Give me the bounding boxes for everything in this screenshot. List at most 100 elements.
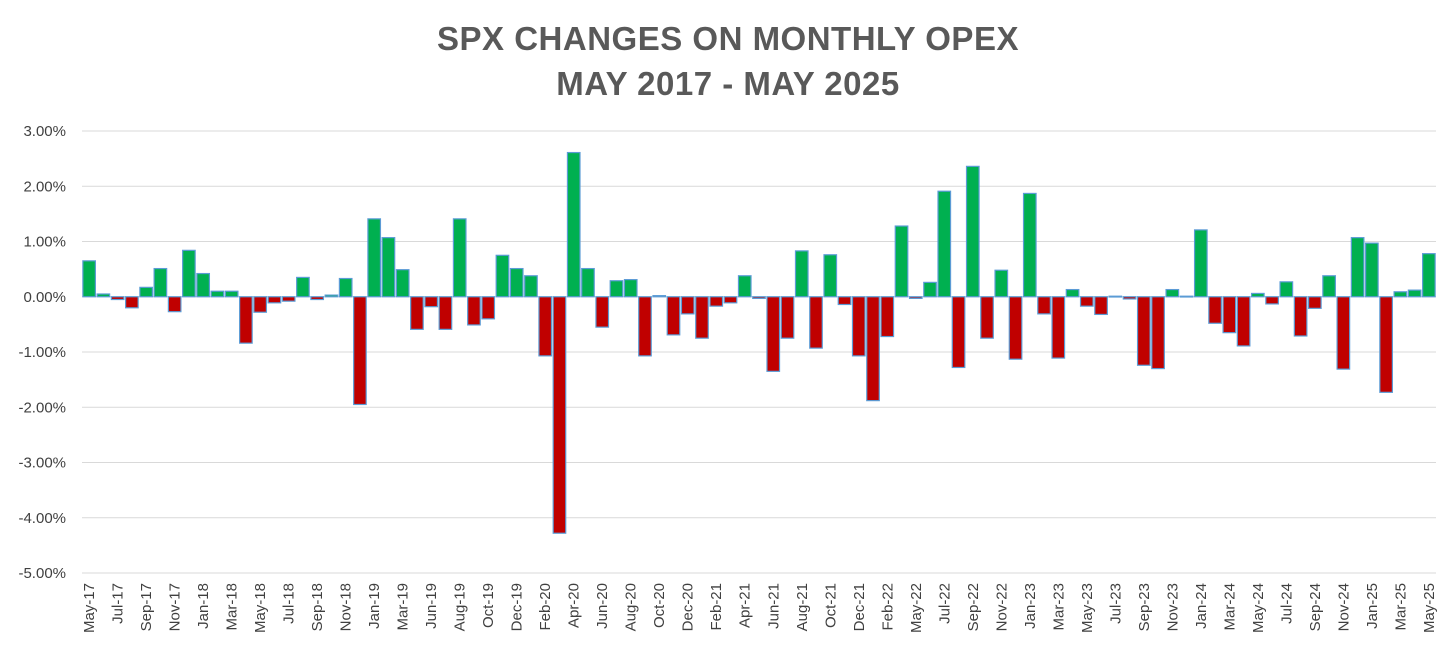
bar-Jun-18 <box>267 296 282 304</box>
bar-Sep-19 <box>467 296 481 326</box>
x-tick-label: Dec-19 <box>509 583 526 631</box>
bar-May-22 <box>908 296 923 300</box>
bar-Dec-19 <box>509 267 524 298</box>
x-tick-label: Aug-21 <box>794 583 811 631</box>
x-tick-label: Jun-19 <box>423 583 440 629</box>
bar-Apr-20 <box>566 151 581 298</box>
bar-Nov-21 <box>837 296 852 306</box>
bar-Feb-24 <box>1208 296 1222 324</box>
x-axis-ticks: May-17 Jul-17 Sep-17 Nov-17 Jan-18 Mar-18 May-… <box>81 583 1438 633</box>
bar-Mar-25 <box>1393 291 1408 298</box>
bar-Jun-20 <box>595 296 610 328</box>
x-tick-label: Mar-23 <box>1050 583 1067 631</box>
bar-Oct-18 <box>324 294 339 298</box>
x-tick-label: Jul-24 <box>1278 583 1295 624</box>
bar-Nov-23 <box>1165 288 1180 298</box>
bar-Nov-18 <box>338 277 353 298</box>
x-tick-label: Mar-24 <box>1221 583 1238 631</box>
x-tick-label: Jan-23 <box>1022 583 1039 629</box>
x-tick-label: Sep-24 <box>1307 583 1324 631</box>
bar-Dec-17 <box>182 249 196 298</box>
bar-Aug-17 <box>125 296 139 309</box>
y-tick-label: -1.00% <box>18 344 66 361</box>
bar-Jun-19 <box>424 296 439 308</box>
bar-Oct-20 <box>652 295 667 298</box>
bar-Aug-18 <box>296 276 310 298</box>
x-tick-label: Sep-23 <box>1136 583 1153 631</box>
y-tick-label: 2.00% <box>23 178 66 195</box>
bar-Oct-17 <box>153 267 168 298</box>
bar-May-24 <box>1250 292 1265 298</box>
bar-Aug-23 <box>1122 296 1137 300</box>
x-tick-label: Mar-19 <box>395 583 412 631</box>
gridlines <box>82 130 1436 574</box>
bar-Feb-21 <box>709 296 724 307</box>
x-tick-label: Sep-22 <box>965 583 982 631</box>
x-tick-label: Apr-21 <box>737 583 754 628</box>
bar-Jun-22 <box>923 281 937 298</box>
x-tick-label: Feb-22 <box>879 583 896 631</box>
bar-Dec-23 <box>1179 295 1194 298</box>
bar-Feb-22 <box>880 296 895 338</box>
chart-subtitle: MAY 2017 - MAY 2025 <box>556 65 900 102</box>
x-tick-label: May-24 <box>1250 583 1267 633</box>
x-tick-label: Dec-21 <box>851 583 868 631</box>
bar-Aug-20 <box>623 279 638 298</box>
x-tick-label: Jul-23 <box>1107 583 1124 624</box>
bar-Dec-24 <box>1350 237 1365 298</box>
x-tick-label: Aug-20 <box>623 583 640 631</box>
bar-Aug-19 <box>452 218 467 298</box>
bar-Sep-17 <box>139 286 154 298</box>
bar-May-18 <box>253 296 268 313</box>
bar-Aug-21 <box>794 250 809 298</box>
x-tick-label: Sep-18 <box>309 583 326 631</box>
bar-Oct-19 <box>481 296 496 320</box>
bar-Jan-18 <box>196 272 211 298</box>
bar-Nov-22 <box>994 269 1009 298</box>
bar-Sep-21 <box>809 296 823 349</box>
x-tick-label: Jun-20 <box>594 583 611 629</box>
bar-Jun-21 <box>766 296 781 372</box>
bar-Dec-20 <box>680 296 695 315</box>
x-tick-label: Nov-18 <box>338 583 355 631</box>
bar-Jan-19 <box>367 218 382 298</box>
bar-May-23 <box>1079 296 1094 307</box>
bar-Mar-18 <box>224 290 239 298</box>
bar-May-21 <box>752 296 766 300</box>
y-tick-label: 0.00% <box>23 289 66 306</box>
bar-Sep-20 <box>638 296 652 357</box>
bar-Jun-24 <box>1265 296 1279 305</box>
x-tick-label: Sep-17 <box>138 583 155 631</box>
y-tick-label: -3.00% <box>18 455 66 472</box>
x-tick-label: Oct-19 <box>480 583 497 628</box>
bar-Jul-21 <box>780 296 795 339</box>
bar-Nov-17 <box>167 296 182 313</box>
bar-Jul-20 <box>609 280 624 298</box>
y-tick-label: -5.00% <box>18 565 66 582</box>
x-tick-label: Jan-24 <box>1193 583 1210 629</box>
bar-Jul-17 <box>110 296 125 301</box>
x-tick-label: Feb-20 <box>537 583 554 631</box>
x-tick-label: May-23 <box>1079 583 1096 633</box>
bar-Apr-23 <box>1065 288 1080 298</box>
bar-Jul-24 <box>1279 281 1294 298</box>
x-tick-label: Jan-19 <box>366 583 383 629</box>
bar-Apr-19 <box>410 296 424 330</box>
bar-Jan-22 <box>866 296 880 402</box>
bar-Jan-21 <box>695 296 709 339</box>
bar-Feb-18 <box>210 290 225 298</box>
bar-Oct-22 <box>980 296 994 339</box>
x-tick-label: May-25 <box>1421 583 1438 633</box>
bar-Jan-23 <box>1022 192 1037 298</box>
bar-Jul-23 <box>1108 295 1123 298</box>
x-tick-label: May-18 <box>252 583 269 633</box>
x-tick-label: Jul-22 <box>936 583 953 624</box>
x-tick-label: May-22 <box>908 583 925 633</box>
bar-Sep-23 <box>1136 296 1151 366</box>
bar-Feb-23 <box>1037 296 1051 315</box>
bar-May-25 <box>1422 253 1436 298</box>
bar-Sep-24 <box>1307 296 1322 309</box>
bar-Jan-25 <box>1364 242 1379 298</box>
bar-Nov-19 <box>495 254 510 298</box>
